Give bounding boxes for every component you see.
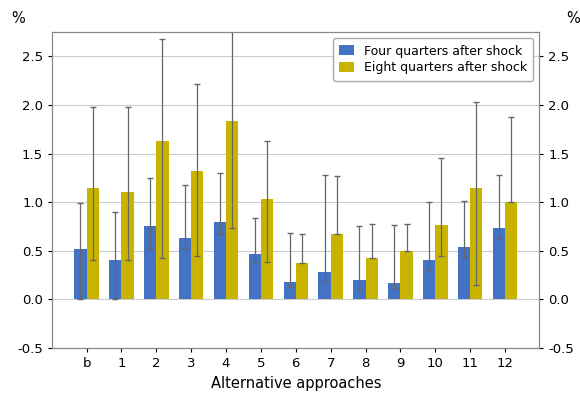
Bar bbox=[121, 192, 133, 299]
Bar bbox=[400, 251, 412, 299]
Bar bbox=[318, 272, 331, 299]
Bar bbox=[261, 199, 273, 299]
Bar bbox=[353, 280, 365, 299]
X-axis label: Alternative approaches: Alternative approaches bbox=[211, 376, 381, 390]
Bar bbox=[423, 260, 436, 299]
Bar bbox=[156, 141, 169, 299]
Bar bbox=[86, 188, 99, 299]
Bar bbox=[191, 171, 204, 299]
Bar bbox=[436, 224, 448, 299]
Bar bbox=[109, 260, 121, 299]
Text: %: % bbox=[11, 11, 25, 26]
Bar bbox=[505, 202, 517, 299]
Bar bbox=[226, 122, 238, 299]
Text: %: % bbox=[567, 11, 580, 26]
Bar bbox=[388, 283, 400, 299]
Bar bbox=[74, 249, 86, 299]
Bar bbox=[493, 228, 505, 299]
Bar bbox=[249, 254, 261, 299]
Bar bbox=[365, 258, 378, 299]
Bar bbox=[284, 282, 296, 299]
Bar bbox=[144, 226, 156, 299]
Bar bbox=[179, 238, 191, 299]
Bar bbox=[331, 234, 343, 299]
Bar bbox=[214, 222, 226, 299]
Legend: Four quarters after shock, Eight quarters after shock: Four quarters after shock, Eight quarter… bbox=[332, 38, 533, 80]
Bar bbox=[458, 247, 470, 299]
Bar bbox=[470, 188, 483, 299]
Bar bbox=[296, 264, 308, 299]
